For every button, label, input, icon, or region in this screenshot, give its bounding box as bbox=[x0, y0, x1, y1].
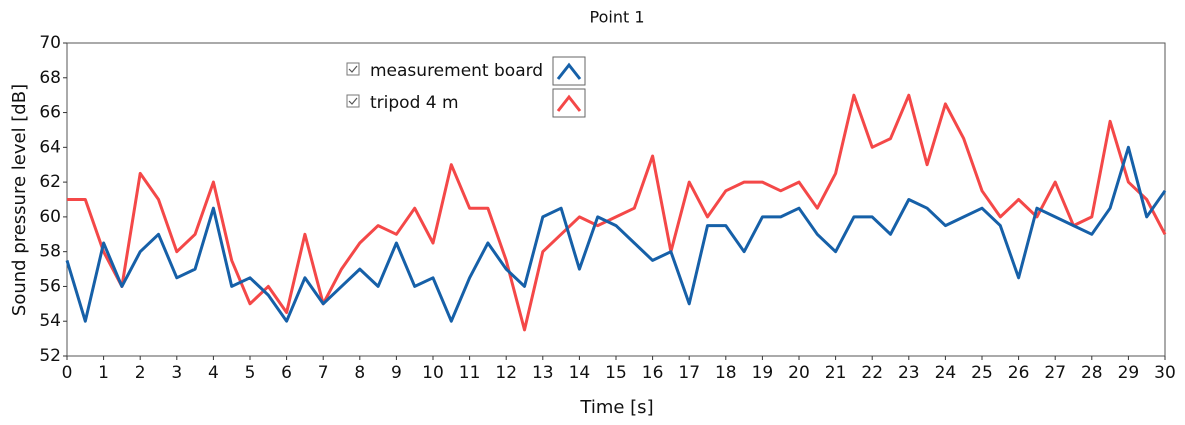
y-tick-label: 60 bbox=[39, 207, 61, 227]
x-tick-label: 5 bbox=[245, 363, 256, 383]
series-line bbox=[65, 145, 1167, 323]
y-tick-label: 64 bbox=[39, 137, 61, 157]
legend-check bbox=[348, 65, 358, 73]
y-tick-label: 54 bbox=[39, 311, 61, 331]
x-tick-label: 4 bbox=[208, 363, 219, 383]
legend-label: measurement board bbox=[370, 61, 543, 81]
y-tick-label: 62 bbox=[39, 172, 61, 192]
x-tick-label: 25 bbox=[971, 363, 993, 383]
legend-swatch bbox=[556, 62, 582, 80]
x-tick-label: 19 bbox=[752, 363, 774, 383]
x-tick-label: 30 bbox=[1154, 363, 1176, 383]
x-tick-label: 12 bbox=[495, 363, 517, 383]
legend: measurement board tripod 4 m bbox=[346, 56, 586, 118]
y-tick-label: 58 bbox=[39, 242, 61, 262]
x-tick-label: 22 bbox=[861, 363, 883, 383]
x-tick-label: 24 bbox=[935, 363, 957, 383]
x-tick-label: 7 bbox=[318, 363, 329, 383]
x-tick-label: 27 bbox=[1044, 363, 1066, 383]
x-tick-label: 29 bbox=[1118, 363, 1140, 383]
x-tick-label: 0 bbox=[62, 363, 73, 383]
series-line bbox=[67, 93, 1167, 332]
x-tick-label: 21 bbox=[825, 363, 847, 383]
plot-frame bbox=[66, 42, 1166, 357]
x-tick-label: 13 bbox=[532, 363, 554, 383]
y-tick-label: 70 bbox=[39, 33, 61, 53]
x-tick-label: 9 bbox=[391, 363, 402, 383]
x-tick-label: 23 bbox=[898, 363, 920, 383]
x-tick-label: 14 bbox=[569, 363, 591, 383]
x-tick-label: 18 bbox=[715, 363, 737, 383]
x-tick-label: 20 bbox=[788, 363, 810, 383]
y-tick-label: 66 bbox=[39, 103, 61, 123]
legend-checkbox[interactable] bbox=[346, 62, 360, 76]
x-tick-label: 6 bbox=[281, 363, 292, 383]
chart-title: Point 1 bbox=[590, 8, 645, 27]
legend-swatch-box bbox=[552, 88, 586, 118]
legend-label: tripod 4 m bbox=[370, 93, 459, 113]
x-tick-label: 8 bbox=[354, 363, 365, 383]
legend-checkbox[interactable] bbox=[346, 94, 360, 108]
x-tick-label: 10 bbox=[422, 363, 444, 383]
y-axis-label: Sound pressure level [dB] bbox=[9, 84, 30, 316]
x-tick-label: 17 bbox=[678, 363, 700, 383]
x-tick-label: 28 bbox=[1081, 363, 1103, 383]
legend-check bbox=[348, 97, 358, 105]
legend-swatch bbox=[556, 94, 582, 112]
legend-swatch-box bbox=[552, 56, 586, 86]
y-tick-label: 56 bbox=[39, 276, 61, 296]
y-tick-label: 52 bbox=[39, 346, 61, 366]
x-tick-label: 3 bbox=[171, 363, 182, 383]
x-tick-label: 26 bbox=[1008, 363, 1030, 383]
y-tick-label: 68 bbox=[39, 68, 61, 88]
x-tick-label: 11 bbox=[459, 363, 481, 383]
x-tick-label: 2 bbox=[135, 363, 146, 383]
x-axis-label: Time [s] bbox=[579, 397, 653, 418]
x-tick-label: 1 bbox=[98, 363, 109, 383]
x-tick-label: 15 bbox=[605, 363, 627, 383]
x-tick-label: 16 bbox=[642, 363, 664, 383]
